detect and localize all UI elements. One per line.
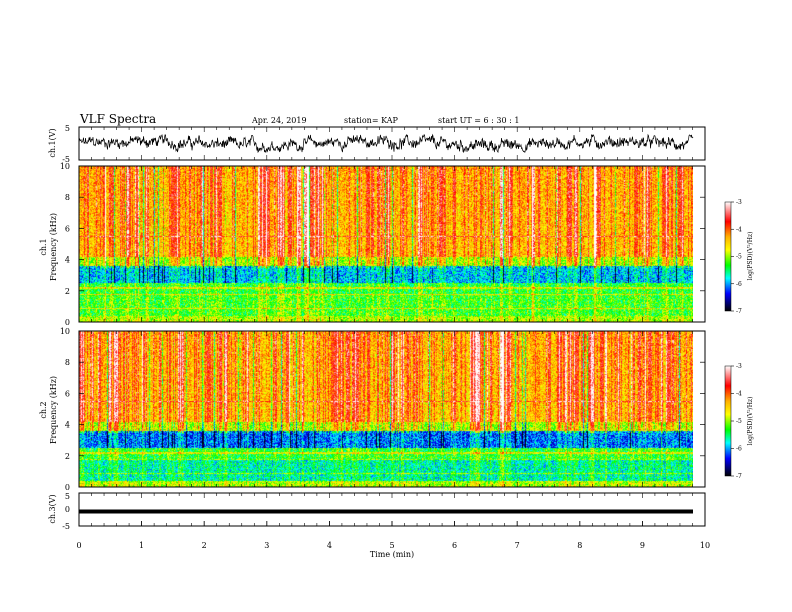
colorbar-tick-label: -4 xyxy=(736,226,742,233)
ch3-ytick-top: 5 xyxy=(65,492,70,501)
time-tick-label: 1 xyxy=(139,541,144,550)
ch1-colorbar: -3 -4 -5 -6 -7 log(PSD)(V²/Hz) xyxy=(724,199,754,315)
ch1-ylabel: ch.1(V) xyxy=(48,128,57,157)
ch2-freq-ticks: 0 2 4 6 8 10 xyxy=(60,327,705,492)
ch3-waveform-panel: 5 0 -5 ch.3(V) 0 1 2 3 4 5 6 7 8 9 10 Time (min) xyxy=(48,127,710,559)
colorbar-tick-label: -6 xyxy=(736,446,742,453)
ch3-ylabel: ch.3(V) xyxy=(48,494,57,523)
date-label: Apr. 24, 2019 xyxy=(251,116,307,125)
time-tick-label: 8 xyxy=(577,541,582,550)
time-tick-label: 9 xyxy=(640,541,645,550)
ch1-spectrogram-panel: 0 2 4 6 8 10 ch.1 Frequency (kHz) xyxy=(39,162,706,327)
ch2-spectrogram-panel: 0 2 4 6 8 10 ch.2 Frequency (kHz) xyxy=(39,327,706,492)
ch1-spectrogram-image xyxy=(79,166,693,322)
time-tick-label: 6 xyxy=(452,541,457,550)
station-label: station= KAP xyxy=(344,116,399,125)
freq-tick-label: 8 xyxy=(65,193,70,202)
ch2-spec-ylabel-line1: ch.2 xyxy=(39,401,48,418)
freq-tick-label: 4 xyxy=(65,256,70,265)
ch1-colorbar-ticks: -3 -4 -5 -6 -7 xyxy=(731,199,742,315)
freq-tick-label: 8 xyxy=(65,358,70,367)
colorbar-tick-label: -3 xyxy=(736,199,742,206)
time-tick-label: 10 xyxy=(700,541,710,550)
ch1-waveform-panel: 5 -5 ch.1(V) xyxy=(48,124,706,164)
colorbar-tick-label: -3 xyxy=(736,363,742,370)
time-axis-label: Time (min) xyxy=(370,550,414,559)
ch1-ytick-bottom: -5 xyxy=(62,155,70,164)
colorbar-tick-label: -4 xyxy=(736,391,742,398)
time-tick-label: 0 xyxy=(76,541,81,550)
time-tick-label: 3 xyxy=(264,541,269,550)
freq-tick-label: 10 xyxy=(60,162,70,171)
ch1-spec-ylabel-line2: Frequency (kHz) xyxy=(49,213,58,281)
ch2-colorbar-ticks: -3 -4 -5 -6 -7 xyxy=(731,363,742,480)
freq-tick-label: 6 xyxy=(65,389,70,398)
ch1-freq-ticks: 0 2 4 6 8 10 xyxy=(60,162,705,327)
ch2-colorbar: -3 -4 -5 -6 -7 log(PSD)(V²/Hz) xyxy=(724,363,754,480)
time-tick-label: 5 xyxy=(389,541,394,550)
colorbar-tick-label: -5 xyxy=(736,418,742,425)
ch1-colorbar-label: log(PSD)(V²/Hz) xyxy=(747,232,754,281)
ch2-spec-ylabel-line2: Frequency (kHz) xyxy=(49,376,58,444)
time-axis-ticks: 0 1 2 3 4 5 6 7 8 9 10 xyxy=(76,127,710,550)
ch3-ytick-bottom: -5 xyxy=(62,522,70,531)
ch1-spec-ylabel-line1: ch.1 xyxy=(39,238,48,255)
freq-tick-label: 2 xyxy=(65,287,70,296)
time-tick-label: 2 xyxy=(202,541,207,550)
freq-tick-label: 6 xyxy=(65,224,70,233)
colorbar-tick-label: -7 xyxy=(736,308,742,315)
ch2-colorbar-gradient xyxy=(724,365,732,477)
colorbar-tick-label: -5 xyxy=(736,254,742,261)
figure-title: VLF Spectra xyxy=(79,112,156,126)
ch1-waveform-line xyxy=(78,133,694,154)
start-time-label: start UT = 6 : 30 : 1 xyxy=(438,116,519,125)
ch3-ytick-mid: 0 xyxy=(65,505,70,514)
ch2-colorbar-label: log(PSD)(V²/Hz) xyxy=(747,397,754,446)
ch1-colorbar-gradient xyxy=(724,201,732,312)
colorbar-tick-label: -7 xyxy=(736,473,742,480)
freq-tick-label: 2 xyxy=(65,452,70,461)
freq-tick-label: 0 xyxy=(65,318,70,327)
ch1-ytick-top: 5 xyxy=(65,124,70,133)
freq-tick-label: 10 xyxy=(60,327,70,336)
freq-tick-label: 4 xyxy=(65,421,70,430)
colorbar-tick-label: -6 xyxy=(736,281,742,288)
ch2-spectrogram-image xyxy=(79,331,693,487)
freq-tick-label: 0 xyxy=(65,483,70,492)
time-tick-label: 7 xyxy=(515,541,520,550)
ch3-waveform-line xyxy=(79,509,693,514)
time-tick-label: 4 xyxy=(327,541,332,550)
